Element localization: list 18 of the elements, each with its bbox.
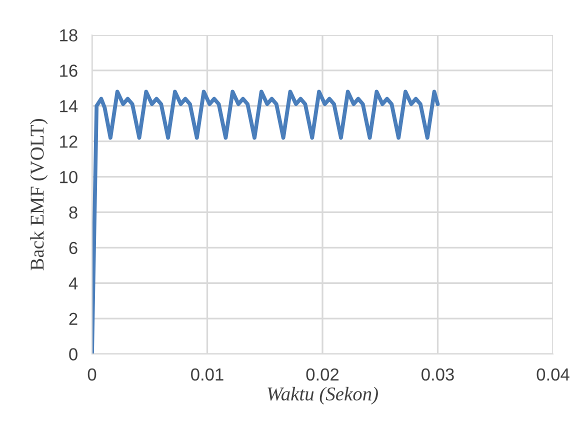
line-series xyxy=(92,90,440,354)
x-tick-label: 0 xyxy=(88,368,96,381)
y-tick-label: 18 xyxy=(60,29,78,42)
y-tick-label: 2 xyxy=(69,312,78,325)
y-tick-label: 12 xyxy=(60,136,78,148)
x-tick-label: 0.04 xyxy=(536,368,570,381)
y-tick-label: 16 xyxy=(60,64,78,77)
x-tick-label: 0.02 xyxy=(306,368,339,381)
y-tick-label: 10 xyxy=(60,170,78,184)
y-tick-label: 4 xyxy=(68,277,78,290)
y-tick-label: 0 xyxy=(69,348,78,360)
y-tick-label: 6 xyxy=(69,242,78,254)
y-tick-label: 8 xyxy=(69,206,78,219)
y-axis-title: Back EMF (VOLT) xyxy=(30,119,48,270)
y-tick-label: 14 xyxy=(60,100,78,112)
x-tick-label: 0.01 xyxy=(191,368,224,381)
x-tick-label: 0.03 xyxy=(422,368,454,381)
x-axis-title: Waktu (Sekon) xyxy=(268,386,378,404)
